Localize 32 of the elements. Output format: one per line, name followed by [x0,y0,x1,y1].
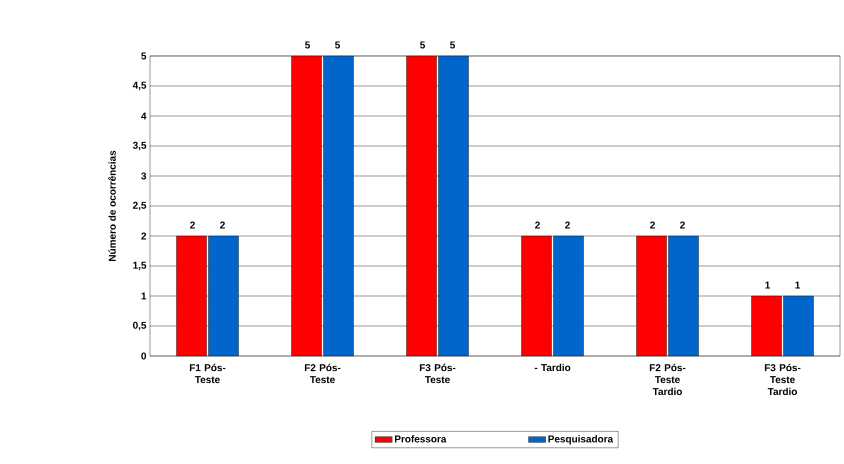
x-tick-label: - Tardio [534,364,570,372]
legend-label: Professora [394,435,446,442]
y-tick-label: 0,5 [133,322,146,330]
data-label: 1 [765,282,770,288]
y-tick-label: 4 [141,112,146,120]
x-tick-label: F3 Pós-Teste Tardio [764,364,800,396]
y-tick-label: 5 [141,52,146,60]
data-label: 2 [535,222,540,228]
y-tick-label: 3,5 [132,142,146,150]
x-tick-label: F2 Pós-Teste [304,364,340,384]
x-tick-label: F1 Pós-Teste [190,364,226,384]
y-tick-label: 1,5 [133,262,146,270]
y-tick-label: 0 [141,352,146,360]
data-label: 5 [305,42,310,48]
data-label: 2 [220,222,225,228]
data-label: 5 [420,42,425,48]
data-label: 5 [450,42,455,48]
y-tick-label: 4,5 [132,82,146,90]
x-tick-label: F2 Pós-Teste Tardio [650,364,686,396]
x-tick-label: F3 Pós-Teste [420,364,456,384]
data-label: 2 [680,222,685,228]
data-label: 2 [565,222,570,228]
y-tick-label: 2 [141,232,146,240]
data-label: 2 [650,222,655,228]
y-axis-title: Número de ocorrências [108,150,116,261]
data-label: 1 [795,282,800,288]
y-tick-label: 3 [141,172,146,180]
y-tick-label: 2,5 [132,202,146,210]
legend-label: Pesquisadora [548,435,614,444]
y-tick-label: 1 [142,292,146,300]
data-label: 2 [190,222,195,228]
data-label: 5 [335,42,340,48]
